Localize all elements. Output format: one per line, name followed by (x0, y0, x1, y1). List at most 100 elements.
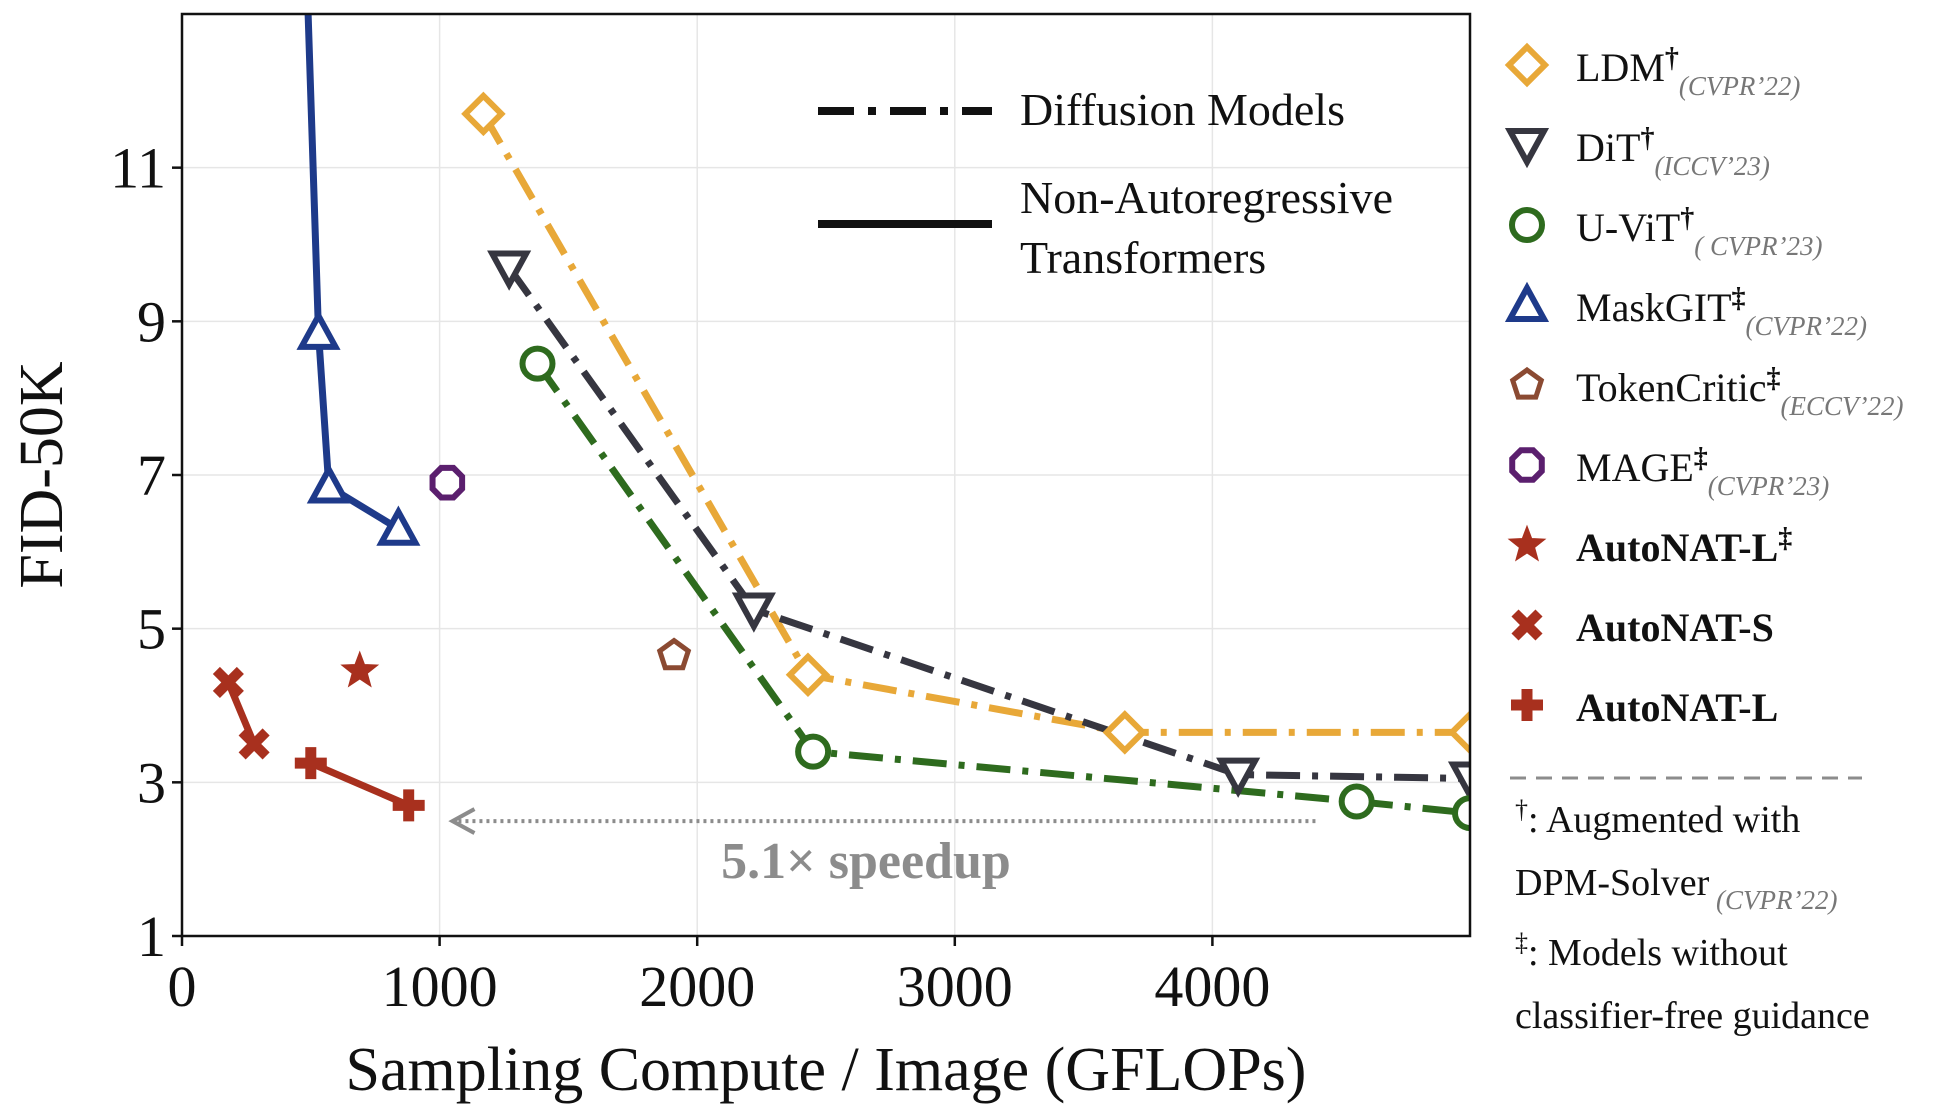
marker-x-stroke (212, 666, 244, 698)
series-line-autonat-l (309, 759, 411, 809)
legend-item: LDM†(CVPR’22) (1504, 42, 1800, 101)
legend-marker (1511, 609, 1543, 641)
speedup-arrowhead (448, 807, 476, 835)
legend-label: AutoNAT-L‡ (1576, 523, 1792, 570)
footnote-line2: classifier-free guidance (1515, 995, 1870, 1037)
footnotes: †: Augmented with DPM-Solver (CVPR’22) ‡: … (1515, 795, 1870, 1037)
legend: LDM†(CVPR’22) DiT†(ICCV’23) U-ViT†( CVPR’2… (1504, 42, 1903, 780)
data-point-dit (487, 250, 532, 291)
y-tick-label: 9 (137, 289, 166, 354)
marker-triangle-down (487, 250, 532, 291)
marker-triangle-down (731, 592, 776, 633)
marker-pentagon (1509, 366, 1545, 400)
x-tick-label: 2000 (639, 954, 755, 1019)
marker-star (340, 650, 380, 688)
data-point-maskgit (306, 463, 351, 504)
legend-marker (1509, 207, 1545, 243)
data-point-u-vit (1452, 795, 1470, 832)
marker-circle (1509, 207, 1545, 243)
footnote-line2: DPM-Solver (CVPR’22) (1515, 862, 1837, 915)
marker-circle (1338, 783, 1375, 820)
data-point-u-vit (1338, 783, 1375, 820)
marker-diamond (785, 652, 831, 698)
style-legend-label-diffusion: Diffusion Models (1020, 84, 1345, 135)
marker-octagon (1509, 447, 1545, 483)
series-markers (212, 91, 1470, 832)
data-point-ldm (1447, 710, 1470, 755)
axes: 0 1000 2000 3000 4000 1 3 5 7 9 11 (110, 136, 1270, 1019)
x-axis-label: Sampling Compute / Image (GFLOPs) (346, 1036, 1307, 1104)
legend-item: AutoNAT-S (1511, 605, 1774, 650)
legend-label: U-ViT†( CVPR’23) (1576, 203, 1822, 261)
x-tick-label: 3000 (897, 954, 1013, 1019)
marker-pentagon (656, 637, 692, 671)
footnote-line1: ‡: Models without (1515, 928, 1788, 974)
marker-x-stroke (1511, 609, 1543, 641)
legend-item: U-ViT†( CVPR’23) (1509, 203, 1822, 261)
marker-octagon (429, 464, 466, 501)
legend-label: DiT†(ICCV’23) (1576, 123, 1770, 181)
y-tick-label: 7 (137, 443, 166, 508)
legend-marker (1509, 447, 1545, 483)
series-line-maskgit (304, 14, 401, 532)
speedup-annotation: 5.1× speedup (448, 807, 1316, 890)
marker-triangle-down (1216, 757, 1261, 798)
marker-star (1507, 524, 1547, 562)
x-tick-label: 0 (168, 954, 197, 1019)
legend-label: MAGE‡(CVPR’23) (1576, 443, 1829, 501)
legend-item: MaskGIT‡(CVPR’22) (1504, 281, 1867, 341)
marker-diamond (1102, 710, 1148, 755)
marker-triangle-down (1447, 761, 1470, 802)
data-point-maskgit (376, 505, 421, 546)
data-point-tokencritic (656, 637, 692, 671)
style-legend-label-nat: Non-Autoregressive (1020, 172, 1393, 223)
marker-diamond (1504, 42, 1550, 88)
legend-label: AutoNAT-S (1576, 605, 1774, 650)
series-line-u-vit (534, 361, 1470, 817)
legend-marker (1509, 366, 1545, 400)
data-point-u-vit (519, 345, 556, 382)
data-point-mage (429, 464, 466, 501)
legend-item: TokenCritic‡(ECCV’22) (1509, 363, 1903, 421)
grid (181, 14, 1470, 937)
legend-item: AutoNAT-L‡ (1507, 523, 1792, 570)
data-point-autonat-s (212, 666, 244, 698)
data-point-dit (1216, 757, 1261, 798)
style-legend-label-nat-line2: Transformers (1020, 232, 1266, 283)
x-tick-label: 4000 (1154, 954, 1270, 1019)
marker-circle (519, 345, 556, 382)
y-tick-label: 1 (137, 904, 166, 969)
data-point-autonat-s (238, 728, 270, 760)
legend-label: TokenCritic‡(ECCV’22) (1576, 363, 1903, 421)
legend-label: AutoNAT-L (1576, 685, 1778, 730)
data-point-dit (731, 592, 776, 633)
series-line-ldm (480, 112, 1470, 736)
data-point-ldm (1102, 710, 1148, 755)
marker-triangle-down (1504, 128, 1550, 169)
legend-marker (1504, 281, 1550, 322)
marker-triangle-up (376, 505, 421, 546)
data-point-u-vit (795, 733, 832, 770)
legend-item: AutoNAT-L (1511, 685, 1778, 730)
data-point-autonat-l (340, 650, 380, 688)
speedup-label: 5.1× speedup (721, 833, 1011, 890)
data-point-dit (1447, 761, 1470, 802)
marker-diamond (461, 91, 506, 137)
legend-item: DiT†(ICCV’23) (1504, 123, 1770, 181)
style-legend: Diffusion Models Non-Autoregressive Transf… (818, 84, 1393, 283)
marker-x-stroke (238, 728, 270, 760)
data-point-ldm (461, 91, 506, 137)
series-line-dit (506, 265, 1470, 782)
legend-marker (1504, 128, 1550, 169)
footnote-line1: †: Augmented with (1515, 795, 1800, 841)
data-point-autonat-l (392, 789, 425, 822)
legend-marker (1511, 689, 1543, 721)
marker-circle (1452, 795, 1470, 832)
legend-marker (1504, 42, 1550, 88)
data-point-ldm (785, 652, 831, 698)
marker-diamond (1447, 710, 1470, 755)
legend-label: MaskGIT‡(CVPR’22) (1576, 283, 1867, 341)
marker-circle (795, 733, 832, 770)
